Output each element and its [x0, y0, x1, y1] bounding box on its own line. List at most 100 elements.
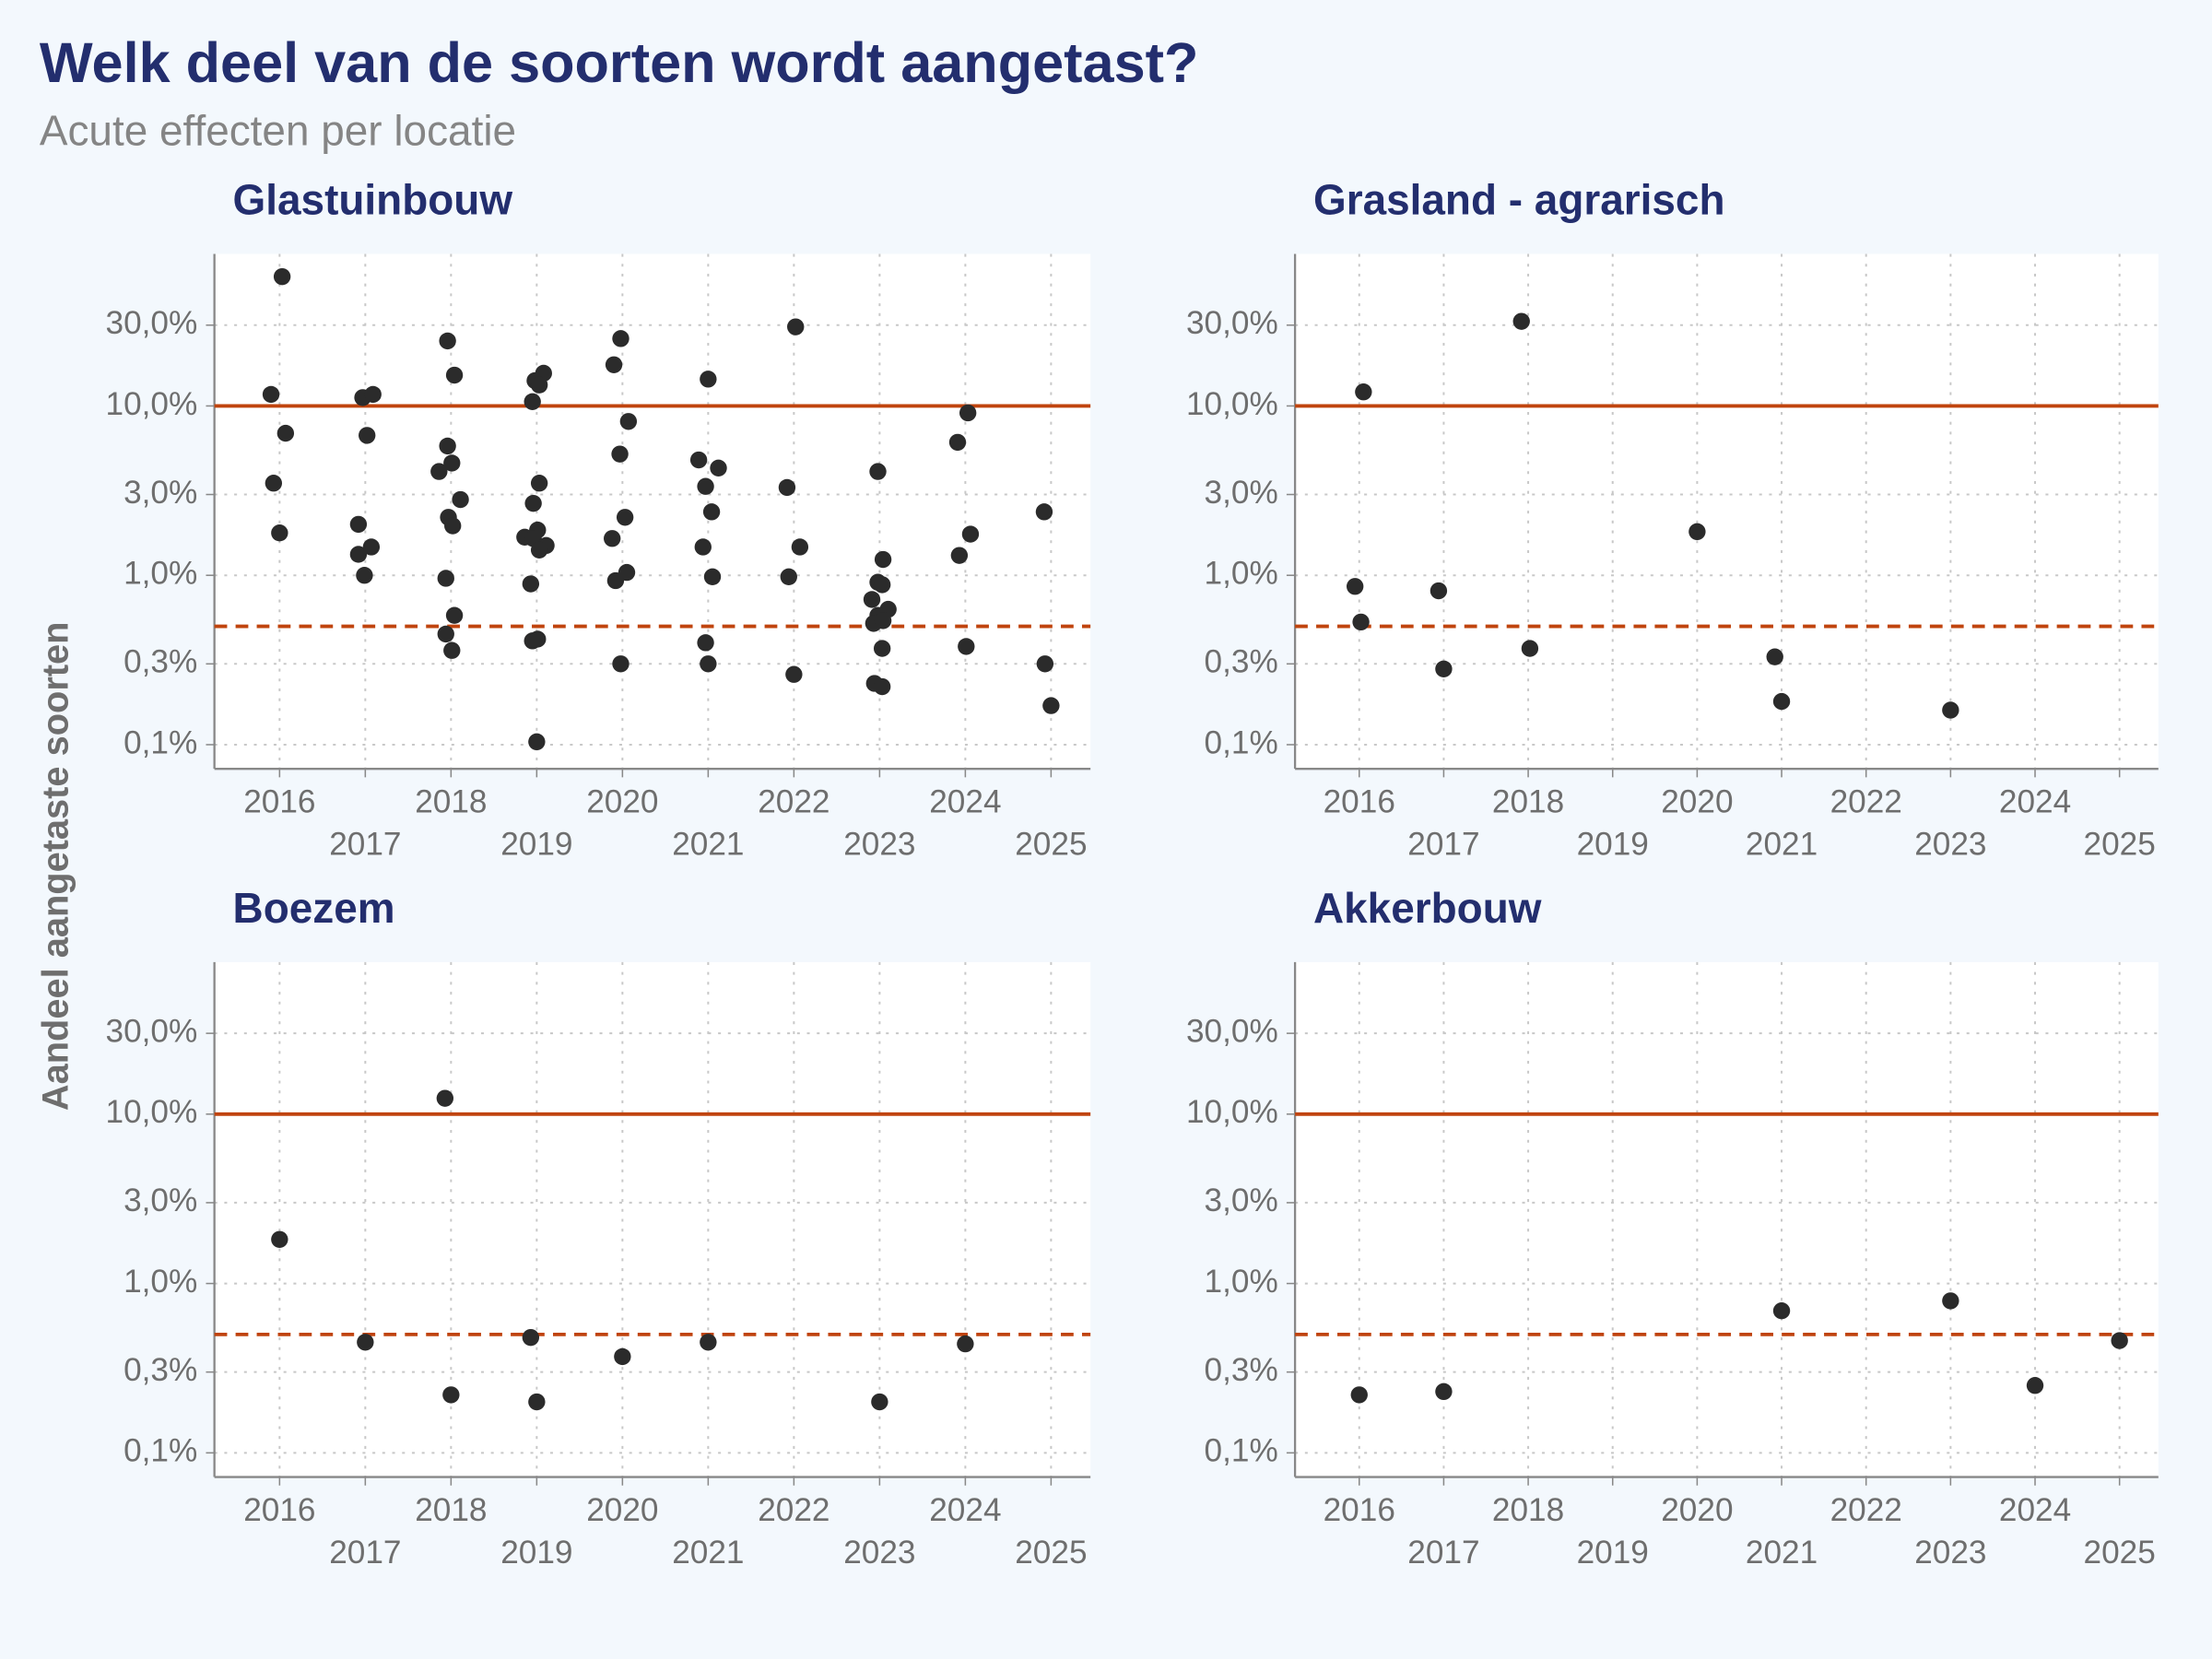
y-tick-label: 30,0% — [106, 305, 198, 341]
y-tick-label: 3,0% — [1205, 1182, 1278, 1218]
y-tick-label: 0,1% — [1205, 724, 1278, 760]
point — [605, 356, 623, 373]
x-tick-label: 2019 — [500, 1535, 572, 1571]
y-tick-label: 30,0% — [106, 1013, 198, 1049]
point — [437, 570, 454, 587]
point — [271, 1230, 288, 1248]
point — [606, 571, 625, 590]
x-tick-label: 2020 — [1661, 1492, 1733, 1528]
x-tick-label: 2024 — [1999, 1492, 2071, 1528]
x-tick-label: 2021 — [672, 827, 744, 863]
point — [524, 393, 541, 410]
y-tick-label: 1,0% — [124, 556, 197, 592]
x-tick-label: 2020 — [1661, 784, 1733, 820]
point — [1355, 383, 1372, 401]
point — [1942, 701, 1959, 719]
y-tick-label: 30,0% — [1186, 305, 1278, 341]
point — [791, 538, 809, 556]
point — [437, 625, 454, 643]
x-tick-label: 2018 — [1492, 784, 1564, 820]
point — [697, 634, 714, 652]
x-tick-label: 2025 — [1015, 1535, 1087, 1571]
chart-subtitle: Acute effecten per locatie — [40, 107, 516, 155]
point — [430, 463, 448, 480]
point — [1512, 312, 1530, 330]
point — [958, 638, 975, 655]
point — [1042, 697, 1060, 714]
plot-area — [214, 253, 1091, 770]
point — [524, 632, 541, 650]
x-tick-label: 2016 — [1324, 784, 1395, 820]
x-tick-label: 2023 — [843, 827, 915, 863]
point — [443, 454, 461, 472]
point — [443, 641, 461, 659]
x-tick-label: 2022 — [1830, 784, 1902, 820]
y-tick-label: 0,3% — [124, 1352, 197, 1388]
point — [1352, 613, 1370, 631]
point — [530, 376, 548, 394]
point — [611, 445, 629, 463]
point — [961, 525, 980, 543]
point — [364, 385, 382, 404]
point — [528, 733, 546, 751]
point — [349, 515, 368, 534]
point — [703, 568, 722, 586]
point — [1346, 578, 1364, 595]
point — [1035, 503, 1053, 521]
x-tick-label: 2017 — [329, 827, 401, 863]
point — [1036, 655, 1054, 673]
point — [612, 330, 629, 347]
point — [950, 547, 969, 564]
x-tick-label: 2018 — [415, 784, 487, 820]
y-tick-label: 1,0% — [124, 1264, 197, 1300]
x-tick-label: 2022 — [1830, 1492, 1902, 1528]
point — [869, 463, 887, 480]
point — [957, 1335, 974, 1353]
y-tick-label: 1,0% — [1205, 1264, 1278, 1300]
point — [445, 366, 464, 384]
y-tick-label: 1,0% — [1205, 556, 1278, 592]
x-tick-label: 2018 — [415, 1492, 487, 1528]
point — [359, 427, 376, 444]
x-tick-label: 2016 — [243, 784, 315, 820]
x-tick-label: 2024 — [1999, 784, 2071, 820]
point — [948, 433, 967, 452]
plot-area — [1295, 253, 2159, 770]
point — [1435, 1382, 1453, 1401]
x-tick-label: 2025 — [2084, 827, 2156, 863]
point — [444, 517, 462, 535]
point — [616, 509, 634, 526]
panel-title: Glastuinbouw — [233, 176, 513, 224]
point — [522, 575, 540, 593]
x-tick-label: 2017 — [329, 1535, 401, 1571]
x-tick-label: 2025 — [2084, 1535, 2156, 1571]
plot-area — [1295, 961, 2159, 1477]
point — [700, 655, 717, 673]
point — [697, 477, 714, 495]
point — [1942, 1292, 1959, 1310]
point — [1772, 1302, 1791, 1320]
point — [271, 524, 288, 542]
y-tick-label: 10,0% — [1186, 386, 1278, 422]
point — [785, 665, 803, 683]
point — [439, 437, 456, 455]
x-tick-label: 2019 — [500, 827, 572, 863]
point — [1772, 692, 1791, 711]
point — [874, 550, 892, 569]
point — [1521, 640, 1539, 657]
y-tick-label: 0,3% — [1205, 644, 1278, 680]
x-tick-label: 2019 — [1577, 1535, 1649, 1571]
x-tick-label: 2017 — [1407, 827, 1479, 863]
x-tick-label: 2021 — [1746, 827, 1818, 863]
x-tick-label: 2022 — [758, 1492, 830, 1528]
point — [530, 475, 548, 492]
point — [524, 494, 542, 512]
point — [614, 1347, 631, 1366]
point — [357, 1334, 374, 1351]
x-tick-label: 2022 — [758, 784, 830, 820]
y-tick-label: 3,0% — [124, 475, 197, 511]
x-tick-label: 2021 — [672, 1535, 744, 1571]
x-tick-label: 2023 — [843, 1535, 915, 1571]
point — [604, 530, 621, 547]
x-tick-label: 2016 — [1324, 1492, 1395, 1528]
